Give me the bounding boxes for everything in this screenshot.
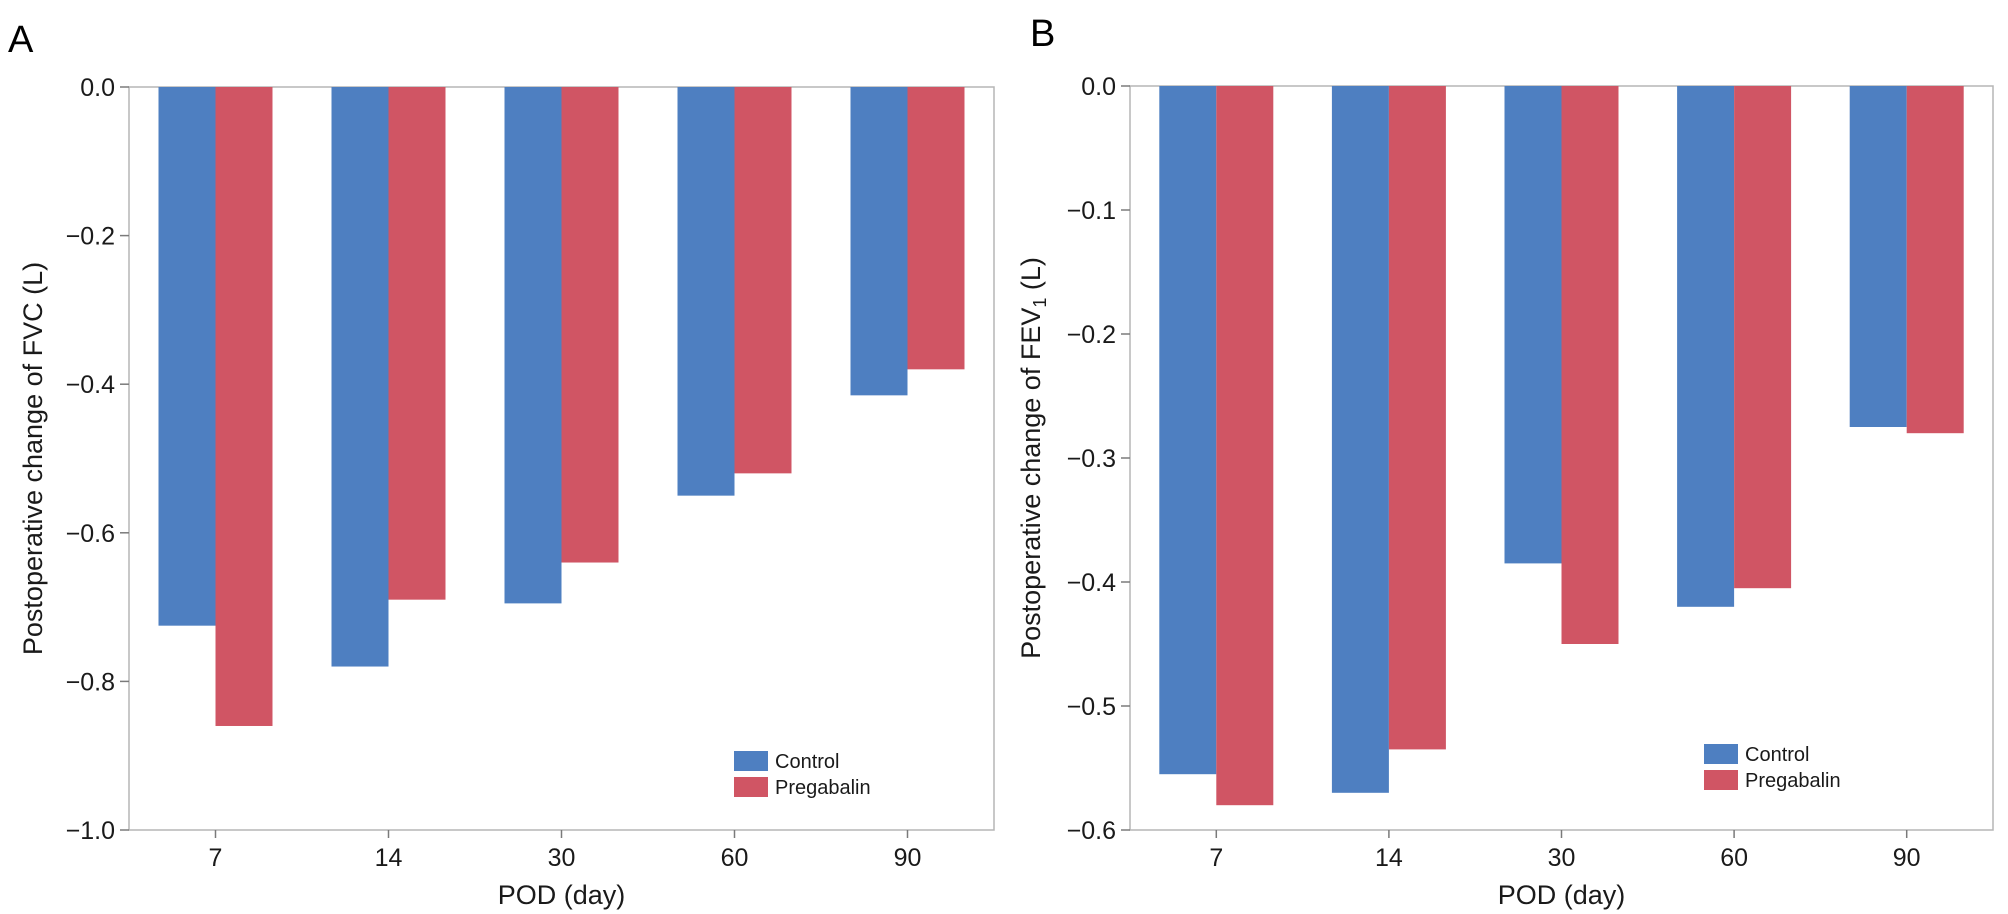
y-axis-title: Postoperative change of FEV1 (L) <box>1016 257 1050 659</box>
bar-control-pod-7 <box>1159 86 1217 775</box>
bar-control-pod-30 <box>1504 86 1562 564</box>
x-axis-title: POD (day) <box>498 880 626 910</box>
y-axis-title-main: Postoperative change of FVC (L) <box>18 262 48 655</box>
x-tick-label: 7 <box>209 844 223 872</box>
bar-pregabalin-pod-14 <box>1388 86 1446 750</box>
legend-label-pregabalin: Pregabalin <box>1745 770 1841 792</box>
legend-swatch-pregabalin <box>1704 770 1738 790</box>
y-tick-label: −0.2 <box>66 223 115 251</box>
y-tick-label: −0.4 <box>66 371 115 399</box>
x-tick-label: 30 <box>548 844 576 872</box>
x-axis-title: POD (day) <box>1498 880 1626 910</box>
bar-control-pod-60 <box>677 87 735 496</box>
x-tick-label: 60 <box>1720 844 1748 872</box>
x-tick-label: 60 <box>721 844 749 872</box>
legend-swatch-control <box>734 751 768 771</box>
y-axis-title-subscript: 1 <box>1030 298 1050 308</box>
x-tick-label: 30 <box>1548 844 1576 872</box>
x-tick-label: 90 <box>1893 844 1921 872</box>
y-axis-title-main: Postoperative change of FEV <box>1016 308 1046 659</box>
y-tick-label: −0.4 <box>1067 569 1116 597</box>
y-tick-label: −0.5 <box>1067 693 1116 721</box>
bar-control-pod-14 <box>331 87 389 667</box>
bar-control-pod-14 <box>1331 86 1389 793</box>
y-tick-label: −0.6 <box>1067 817 1116 845</box>
y-tick-label: −0.1 <box>1067 197 1116 225</box>
x-tick-label: 14 <box>1375 844 1403 872</box>
bar-control-pod-60 <box>1677 86 1735 607</box>
y-tick-label: 0.0 <box>80 74 115 102</box>
y-tick-label: −0.6 <box>66 520 115 548</box>
chart-panel-b: B 0.0 −0.1 −0.2 −0.3 −0.4 −0.5 −0.6 7 14 30 60 90 POD… <box>1016 13 1994 910</box>
y-tick-label: 0.0 <box>1081 73 1116 101</box>
y-axis-title: Postoperative change of FVC (L) <box>18 262 48 655</box>
bar-pregabalin-pod-7 <box>215 87 273 726</box>
legend: Control Pregabalin <box>1704 744 1841 792</box>
bar-pregabalin-pod-90 <box>1906 86 1964 434</box>
legend-swatch-pregabalin <box>734 777 768 797</box>
panel-label: B <box>1030 13 1055 55</box>
bar-pregabalin-pod-60 <box>734 87 792 474</box>
bar-pregabalin-pod-30 <box>1561 86 1619 644</box>
bar-control-pod-90 <box>1849 86 1907 427</box>
y-tick-label: −0.8 <box>66 668 115 696</box>
bar-control-pod-90 <box>850 87 908 396</box>
chart-panel-a: A 0.0 −0.2 −0.4 −0.6 −0.8 −1.0 7 14 30 60 90 POD (da… <box>8 19 995 910</box>
bar-pregabalin-pod-60 <box>1734 86 1792 589</box>
y-tick-label: −0.3 <box>1067 445 1116 473</box>
y-tick-label: −1.0 <box>66 817 115 845</box>
y-axis-title-unit: (L) <box>1016 257 1046 298</box>
bar-pregabalin-pod-90 <box>907 87 965 370</box>
y-tick-label: −0.2 <box>1067 321 1116 349</box>
x-tick-label: 14 <box>375 844 403 872</box>
legend-label-control: Control <box>1745 744 1809 766</box>
bar-control-pod-30 <box>504 87 562 604</box>
legend-swatch-control <box>1704 744 1738 764</box>
legend-label-control: Control <box>775 751 839 773</box>
legend: Control Pregabalin <box>734 751 871 799</box>
bar-pregabalin-pod-30 <box>561 87 619 563</box>
bar-control-pod-7 <box>158 87 216 626</box>
x-tick-label: 90 <box>894 844 922 872</box>
x-tick-label: 7 <box>1209 844 1223 872</box>
legend-label-pregabalin: Pregabalin <box>775 777 871 799</box>
bar-pregabalin-pod-14 <box>388 87 446 600</box>
bar-pregabalin-pod-7 <box>1216 86 1274 806</box>
panel-label: A <box>8 19 34 61</box>
